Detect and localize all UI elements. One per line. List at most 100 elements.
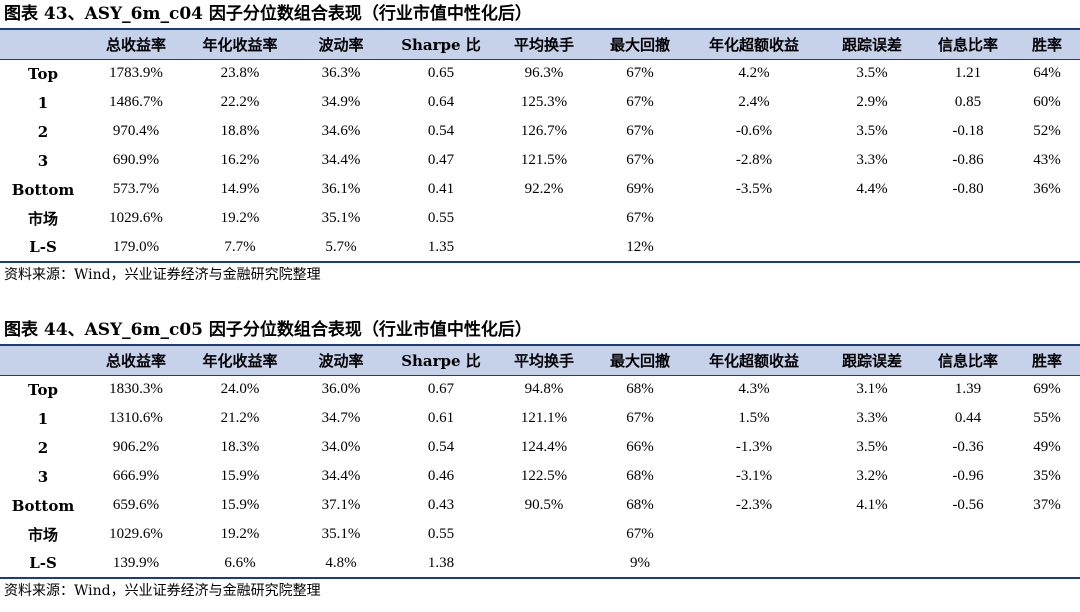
column-header: 最大回撤: [594, 344, 686, 376]
table-row: 3 690.9% 16.2% 34.4% 0.47 121.5% 67% -2.8% 3.3% -…: [0, 146, 1080, 175]
table-cell: 67%: [626, 94, 654, 110]
table-cell: 15.9%: [220, 497, 260, 513]
table-row: Bottom 659.6% 15.9% 37.1% 0.43 90.5% 68% -2.3% 4…: [0, 491, 1080, 520]
table-cell: 0.46: [427, 468, 455, 484]
table-cell: -3.1%: [735, 468, 773, 484]
table-cell: 35.1%: [321, 526, 361, 542]
table-cell: -0.6%: [735, 123, 773, 139]
table-cell: 1.21: [954, 65, 982, 82]
table-cell: 52%: [1033, 123, 1061, 139]
table-cell: 34.6%: [321, 123, 361, 139]
table-cell: 67%: [626, 65, 654, 82]
table-cell: 19.2%: [220, 526, 260, 542]
table-row: 1 1310.6% 21.2% 34.7% 0.61 121.1% 67% 1.5% 3.3% 0…: [0, 404, 1080, 433]
table-cell: 2.9%: [856, 94, 888, 110]
table-body: Top 1830.3% 24.0% 36.0% 0.67 94.8% 68% 4.3% 3.1%…: [0, 375, 1080, 579]
table-cell: 34.7%: [321, 410, 361, 426]
table-cell: 36.0%: [321, 381, 361, 398]
column-header: 平均换手: [494, 344, 594, 376]
table-cell: [922, 233, 1014, 263]
table-cell: 55%: [1033, 410, 1061, 426]
table-cell: -0.18: [952, 123, 984, 139]
table-cell: 96.3%: [524, 65, 564, 82]
table-cell: 1.5%: [738, 410, 770, 426]
table-cell: -0.96: [952, 468, 984, 484]
table-cell: 6.6%: [186, 549, 294, 579]
table-cell: 34.4%: [321, 468, 361, 484]
performance-table: 总收益率 年化收益率 波动率 Sharpe 比 平均换手 最大回撤 年化超额收益…: [0, 28, 1080, 263]
table-cell: 3.2%: [856, 468, 888, 484]
row-label: 市场: [27, 210, 58, 228]
table-cell: -3.5%: [735, 181, 773, 197]
table-cell: 1486.7%: [109, 94, 163, 110]
table-cell: 1310.6%: [109, 410, 163, 426]
table-cell: 18.3%: [220, 439, 260, 455]
column-header: 波动率: [294, 28, 388, 60]
table-cell: 4.8%: [294, 549, 388, 579]
table-cell: 3.5%: [856, 439, 888, 455]
table-cell: -2.8%: [735, 152, 773, 168]
table-cell: 1.35: [388, 233, 494, 263]
table-cell: -0.56: [952, 497, 984, 513]
table-cell: 1830.3%: [109, 381, 163, 398]
column-header: 年化收益率: [186, 344, 294, 376]
table-cell: [1014, 233, 1080, 263]
table-cell: 36.3%: [321, 65, 361, 82]
table-cell: 68%: [626, 497, 654, 513]
table-cell: 35%: [1033, 468, 1061, 484]
table-cell: 0.85: [954, 94, 982, 110]
table-cell: -0.86: [952, 152, 984, 168]
table-cell: 67%: [626, 526, 654, 542]
table-cell: 659.6%: [112, 497, 160, 513]
column-header: 波动率: [294, 344, 388, 376]
table-cell: 21.2%: [220, 410, 260, 426]
table-cell: 573.7%: [112, 181, 160, 197]
table-cell: 0.54: [427, 439, 455, 455]
table-cell: 23.8%: [220, 65, 260, 82]
column-header: 信息比率: [922, 344, 1014, 376]
table-cell: 4.3%: [738, 381, 770, 398]
table-cell: [494, 204, 594, 233]
table-cell: 4.4%: [856, 181, 888, 197]
table-cell: 60%: [1033, 94, 1061, 110]
table-row: 1 1486.7% 22.2% 34.9% 0.64 125.3% 67% 2.4% 2.9% 0…: [0, 88, 1080, 117]
table-cell: 3.3%: [856, 410, 888, 426]
table-body: Top 1783.9% 23.8% 36.3% 0.65 96.3% 67% 4.2% 3.5%…: [0, 59, 1080, 263]
table-cell: [686, 233, 822, 263]
table-cell: [922, 549, 1014, 579]
table-cell: 3.3%: [856, 152, 888, 168]
column-header: Sharpe 比: [388, 28, 494, 60]
table-cell: 66%: [626, 439, 654, 455]
row-label: Top: [28, 64, 58, 83]
table-cell: 92.2%: [524, 181, 564, 197]
table-cell: 12%: [594, 233, 686, 263]
table-cell: 122.5%: [520, 468, 568, 484]
table-cell: 34.0%: [321, 439, 361, 455]
row-label: Bottom: [11, 180, 75, 199]
table-cell: 94.8%: [524, 381, 564, 398]
row-label: Top: [28, 380, 58, 399]
table-row: 市场 1029.6% 19.2% 35.1% 0.55 67%: [0, 520, 1080, 549]
table-cell: 1029.6%: [109, 210, 163, 226]
column-header: 胜率: [1014, 28, 1080, 60]
table-cell: 5.7%: [294, 233, 388, 263]
table-cell: 1.38: [388, 549, 494, 579]
table-cell: 43%: [1033, 152, 1061, 168]
table-cell: [686, 520, 822, 549]
table-cell: 0.43: [427, 497, 455, 513]
table-cell: [822, 520, 922, 549]
table-cell: 0.64: [427, 94, 455, 110]
table-cell: 0.67: [427, 381, 455, 398]
table-title: 图表 44、ASY_6m_c05 因子分位数组合表现（行业市值中性化后）: [4, 320, 532, 340]
table-cell: 18.8%: [220, 123, 260, 139]
row-label: 3: [37, 151, 49, 170]
table-section-43: 图表 43、ASY_6m_c04 因子分位数组合表现（行业市值中性化后） 总收益…: [0, 0, 1080, 287]
table-row: 3 666.9% 15.9% 34.4% 0.46 122.5% 68% -3.1% 3.2% -…: [0, 462, 1080, 491]
column-header: 年化超额收益: [686, 28, 822, 60]
row-label: 3: [37, 467, 49, 486]
table-cell: 69%: [626, 181, 654, 197]
table-row: 市场 1029.6% 19.2% 35.1% 0.55 67%: [0, 204, 1080, 233]
row-label: 2: [37, 122, 49, 141]
column-header: 总收益率: [86, 28, 186, 60]
table-cell: 121.1%: [520, 410, 568, 426]
